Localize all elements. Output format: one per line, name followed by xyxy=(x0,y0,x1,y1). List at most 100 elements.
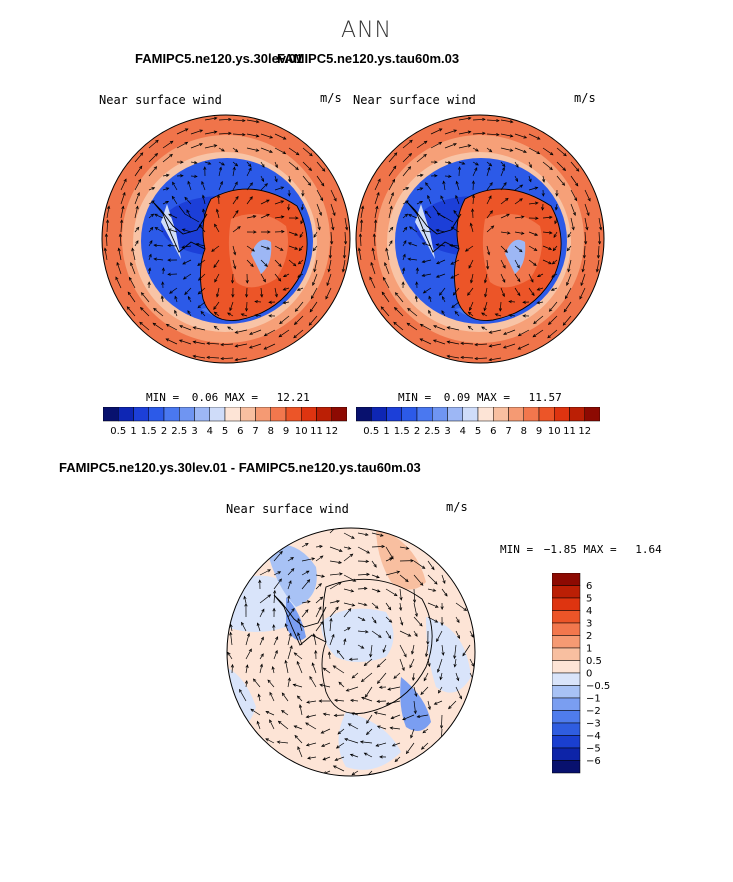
wind-vector xyxy=(385,630,392,639)
wind-vector-head xyxy=(392,178,396,183)
wind-vector-head xyxy=(167,243,171,248)
wind-vector xyxy=(283,287,290,291)
wind-vector xyxy=(458,117,471,121)
wind-vector-head xyxy=(533,320,537,325)
colorbar-swatch xyxy=(552,672,581,686)
wind-vector xyxy=(154,258,164,261)
wind-vector xyxy=(329,606,339,618)
wind-vector-head xyxy=(566,282,570,286)
wind-vector-head xyxy=(463,607,468,611)
wind-vector-head xyxy=(351,603,356,607)
wind-vector xyxy=(514,231,524,234)
wind-vector-head xyxy=(571,226,575,231)
wind-vector xyxy=(287,645,293,660)
wind-vector xyxy=(416,267,418,275)
wind-vector-head xyxy=(321,743,325,747)
wind-vector xyxy=(235,329,248,334)
wind-vector-head xyxy=(357,247,361,252)
wind-vector-head xyxy=(266,246,271,250)
wind-vector xyxy=(427,602,439,608)
wind-vector-head xyxy=(319,544,323,549)
colorbar-tick-label: 12 xyxy=(325,426,338,435)
wind-vector-head xyxy=(181,245,186,249)
wind-vector-head xyxy=(405,750,410,755)
wind-vector-head xyxy=(291,607,295,612)
wind-vector xyxy=(204,131,217,135)
plot1-min-label: MIN = xyxy=(146,391,180,404)
wind-vector xyxy=(260,147,273,153)
wind-vector xyxy=(239,689,247,702)
wind-vector-head xyxy=(361,205,365,210)
colorbar-tick-label: −3 xyxy=(586,719,601,730)
wind-vector-head xyxy=(229,307,233,312)
colorbar-tick-label: 4 xyxy=(586,606,592,617)
wind-vector-head xyxy=(260,636,264,641)
wind-vector xyxy=(342,259,346,272)
wind-vector-head xyxy=(180,174,184,178)
wind-vector xyxy=(312,662,317,674)
wind-vector-head xyxy=(279,247,284,251)
wind-vector xyxy=(329,618,332,632)
wind-vector xyxy=(161,296,164,303)
wind-vector xyxy=(422,259,432,263)
wind-vector-head xyxy=(453,209,457,214)
wind-vector xyxy=(281,692,289,702)
wind-vector-head xyxy=(171,195,175,200)
wind-vector-head xyxy=(300,220,304,225)
colorbar-swatch xyxy=(224,407,241,422)
wind-vector xyxy=(453,210,460,219)
wind-vector-head xyxy=(373,619,377,624)
wind-vector-head xyxy=(334,757,339,761)
wind-vector-head xyxy=(351,772,356,776)
wind-vector xyxy=(402,254,406,261)
wind-vector-head xyxy=(299,234,303,238)
wind-vector xyxy=(528,147,540,154)
wind-vector-head xyxy=(255,148,260,152)
wind-vector-head xyxy=(294,734,298,739)
colorbar-swatch xyxy=(356,407,372,422)
wind-vector xyxy=(385,546,394,559)
wind-vector-head xyxy=(517,346,522,350)
wind-vector xyxy=(357,573,370,576)
wind-vector-head xyxy=(431,566,435,571)
colorbar-tick-label: 9 xyxy=(283,426,289,435)
wind-vector xyxy=(570,189,577,201)
wind-vector-head xyxy=(295,216,299,220)
wind-vector-head xyxy=(548,308,553,312)
wind-vector xyxy=(486,259,489,269)
wind-vector xyxy=(231,664,233,674)
wind-vector-head xyxy=(469,222,473,227)
wind-vector-head xyxy=(409,664,413,669)
wind-vector xyxy=(140,307,150,317)
wind-vector xyxy=(423,672,429,681)
wind-vector xyxy=(315,596,323,604)
wind-vector xyxy=(260,175,264,182)
wind-vector-head xyxy=(272,624,276,628)
colorbar-tick-label: 5 xyxy=(586,594,592,605)
wind-vector xyxy=(301,601,311,604)
wind-vector-head xyxy=(187,180,191,185)
wind-vector-head xyxy=(455,194,459,199)
wind-vector xyxy=(129,277,136,289)
wind-vector-head xyxy=(501,293,505,298)
wind-vector-head xyxy=(416,714,421,719)
wind-vector-head xyxy=(244,602,248,607)
wind-vector xyxy=(281,710,289,716)
wind-vector xyxy=(357,616,365,621)
wind-vector xyxy=(333,665,345,674)
plot1-title: Near surface wind xyxy=(99,93,222,107)
wind-vector xyxy=(422,273,432,277)
wind-vector-head xyxy=(284,623,288,627)
wind-vector-head xyxy=(182,276,187,280)
wind-vector-head xyxy=(167,258,171,262)
wind-vector xyxy=(350,754,359,758)
wind-vector-head xyxy=(160,295,164,300)
wind-vector xyxy=(326,273,332,286)
wind-vector xyxy=(321,742,331,747)
wind-vector xyxy=(486,225,494,233)
wind-vector xyxy=(486,210,493,219)
wind-vector xyxy=(174,296,178,303)
wind-vector xyxy=(570,217,575,230)
colorbar-tick-label: −0.5 xyxy=(586,681,610,692)
wind-vector xyxy=(260,287,263,297)
